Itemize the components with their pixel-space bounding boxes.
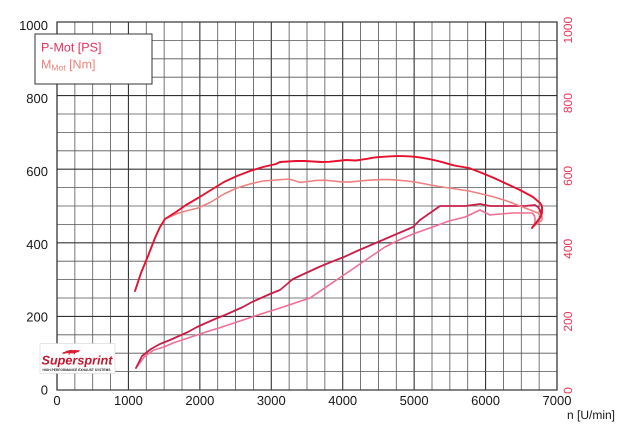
svg-text:5000: 5000 xyxy=(400,393,429,408)
svg-text:4000: 4000 xyxy=(328,393,357,408)
svg-text:MMot [Nm]: MMot [Nm] xyxy=(41,58,95,73)
svg-text:600: 600 xyxy=(26,164,48,179)
svg-text:400: 400 xyxy=(26,237,48,252)
svg-text:1000: 1000 xyxy=(114,393,143,408)
svg-text:0: 0 xyxy=(561,387,575,394)
svg-text:200: 200 xyxy=(26,310,48,325)
svg-text:HIGH PERFORMANCE EXHAUST SYSTE: HIGH PERFORMANCE EXHAUST SYSTEMS xyxy=(43,368,112,372)
svg-text:2000: 2000 xyxy=(185,393,214,408)
svg-text:6000: 6000 xyxy=(471,393,500,408)
svg-text:7000: 7000 xyxy=(543,393,572,408)
svg-text:1000: 1000 xyxy=(19,18,48,33)
svg-text:1000: 1000 xyxy=(561,17,575,44)
svg-text:Supersprint: Supersprint xyxy=(42,354,114,368)
svg-text:800: 800 xyxy=(561,93,575,113)
svg-text:0: 0 xyxy=(53,393,60,408)
svg-text:P-Mot [PS]: P-Mot [PS] xyxy=(41,41,101,55)
svg-text:600: 600 xyxy=(561,166,575,186)
svg-text:0: 0 xyxy=(41,383,48,398)
svg-text:3000: 3000 xyxy=(257,393,286,408)
svg-text:800: 800 xyxy=(26,91,48,106)
svg-text:200: 200 xyxy=(561,311,575,331)
svg-text:400: 400 xyxy=(561,238,575,258)
svg-text:n [U/min]: n [U/min] xyxy=(567,408,615,422)
